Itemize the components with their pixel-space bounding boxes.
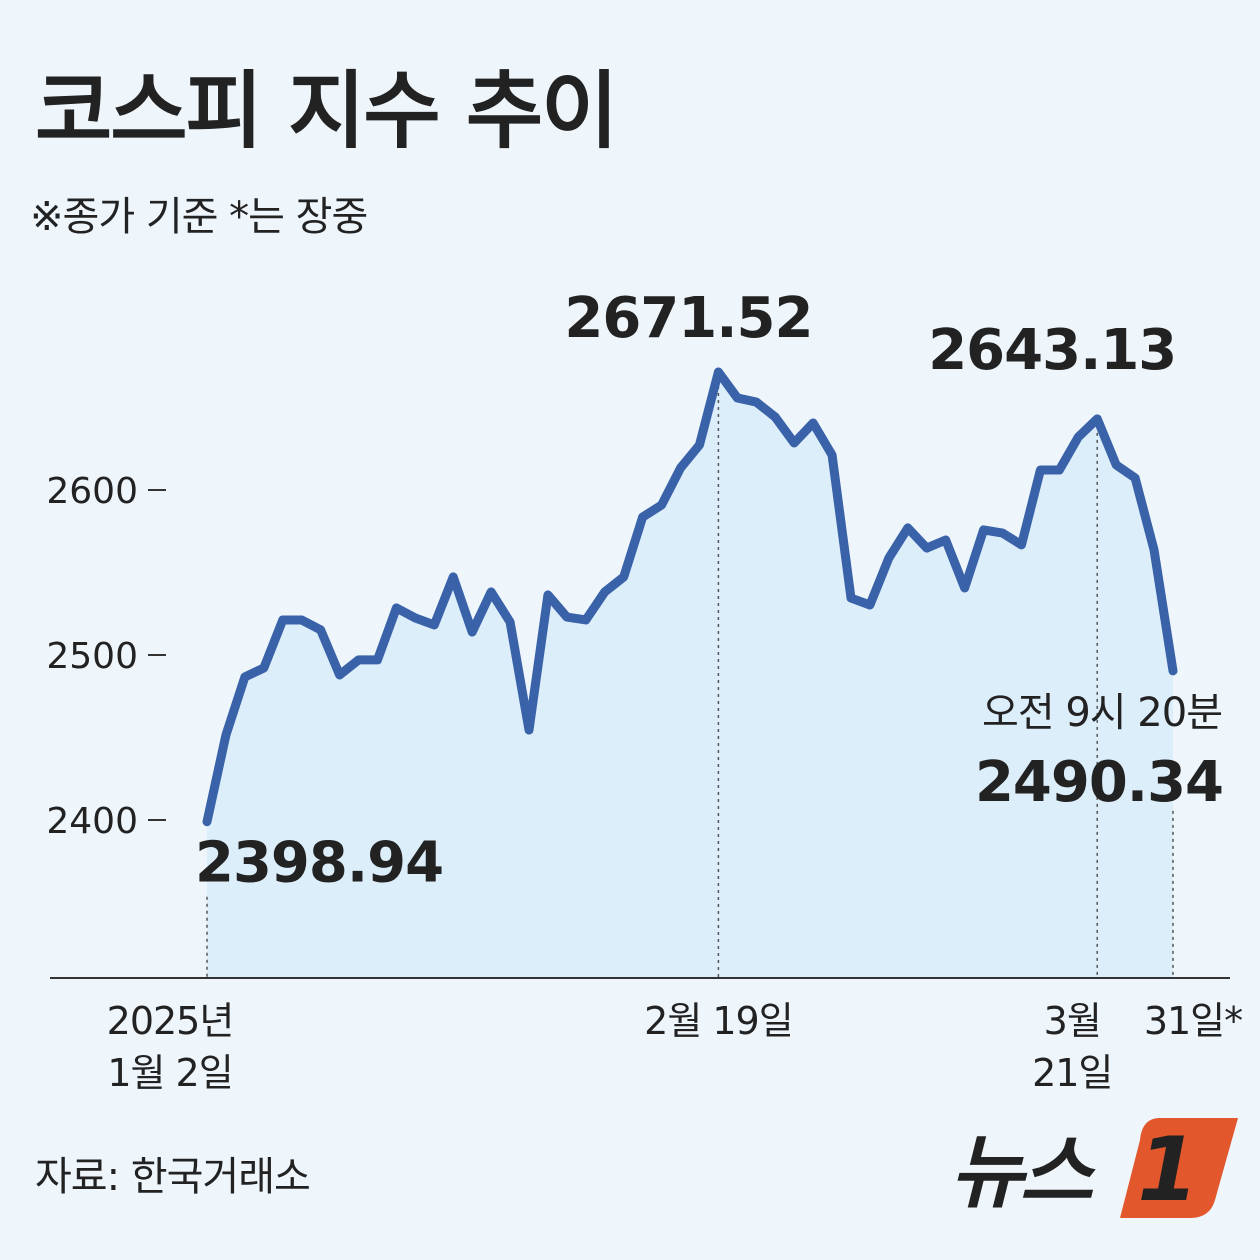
y-tick-label: 2600 [46,471,138,512]
annotation: 오전 9시 20분 [982,690,1222,736]
x-tick-label: 2월 19일 [644,999,794,1043]
logo-badge [1120,1118,1238,1218]
line [202,367,1178,827]
logo-mark: 1 [1137,1118,1198,1221]
logo-text: 뉴스 [950,1126,1097,1219]
chart-title: 코스피 지수 추이 [35,62,616,160]
area [207,371,1173,978]
value-label: 2671.52 [564,286,812,351]
x-tick-label: 2025년 1월 2일 [106,999,235,1095]
source: 자료: 한국거래소 [35,1154,310,1200]
value-label: 2643.13 [928,318,1176,383]
y-tick-label: 2400 [46,801,138,842]
subtitle: ※종가 기준 *는 장중 [30,194,367,240]
x-tick-label: 3월 21일 [1032,999,1113,1095]
value-label: 2490.34 [975,750,1223,815]
value-label: 2398.94 [195,831,443,896]
x-tick-label: 31일* [1143,999,1243,1043]
y-tick-label: 2500 [46,636,138,677]
